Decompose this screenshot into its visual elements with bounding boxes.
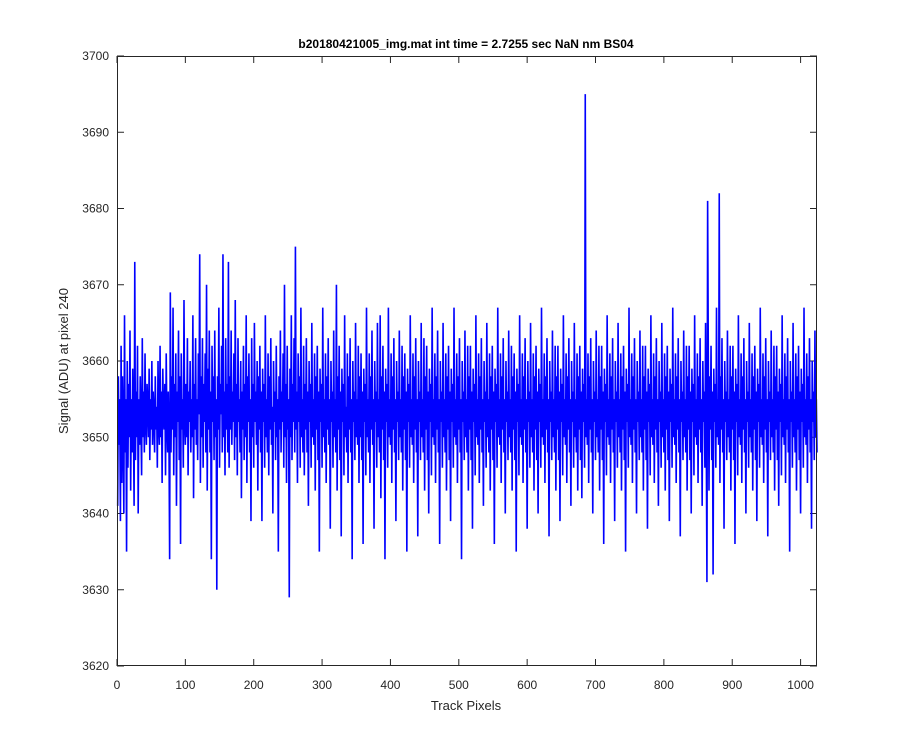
x-tick-label: 300 <box>312 678 332 692</box>
plot-area-box <box>117 56 817 666</box>
x-tick-label: 400 <box>380 678 400 692</box>
x-tick-label: 700 <box>586 678 606 692</box>
y-tick-label: 3670 <box>82 278 109 292</box>
x-tick-label: 900 <box>722 678 742 692</box>
y-tick-label: 3630 <box>82 583 109 597</box>
y-tick-label: 3680 <box>82 202 109 216</box>
y-tick-label: 3690 <box>82 125 109 139</box>
y-tick-label: 3660 <box>82 354 109 368</box>
x-tick-label: 500 <box>449 678 469 692</box>
series-layer <box>116 94 818 598</box>
x-tick-label: 200 <box>244 678 264 692</box>
x-tick-label: 0 <box>114 678 121 692</box>
x-tick-label: 800 <box>654 678 674 692</box>
y-tick-label: 3700 <box>82 49 109 63</box>
series-line <box>116 94 818 598</box>
y-axis-ticks: 3620 3630 3640 3650 3660 3670 3680 3690 3700 <box>82 49 817 673</box>
chart-title: b20180421005_img.mat int time = 2.7255 s… <box>298 37 634 51</box>
x-tick-label: 1000 <box>787 678 814 692</box>
x-axis-ticks: 0 100 200 300 400 500 600 700 800 900 1000 <box>114 56 814 692</box>
x-tick-label: 600 <box>517 678 537 692</box>
x-axis-label: Track Pixels <box>431 698 502 713</box>
y-axis-label: Signal (ADU) at pixel 240 <box>56 288 71 434</box>
y-tick-label: 3640 <box>82 507 109 521</box>
y-tick-label: 3620 <box>82 659 109 673</box>
x-tick-label: 100 <box>175 678 195 692</box>
y-tick-label: 3650 <box>82 430 109 444</box>
